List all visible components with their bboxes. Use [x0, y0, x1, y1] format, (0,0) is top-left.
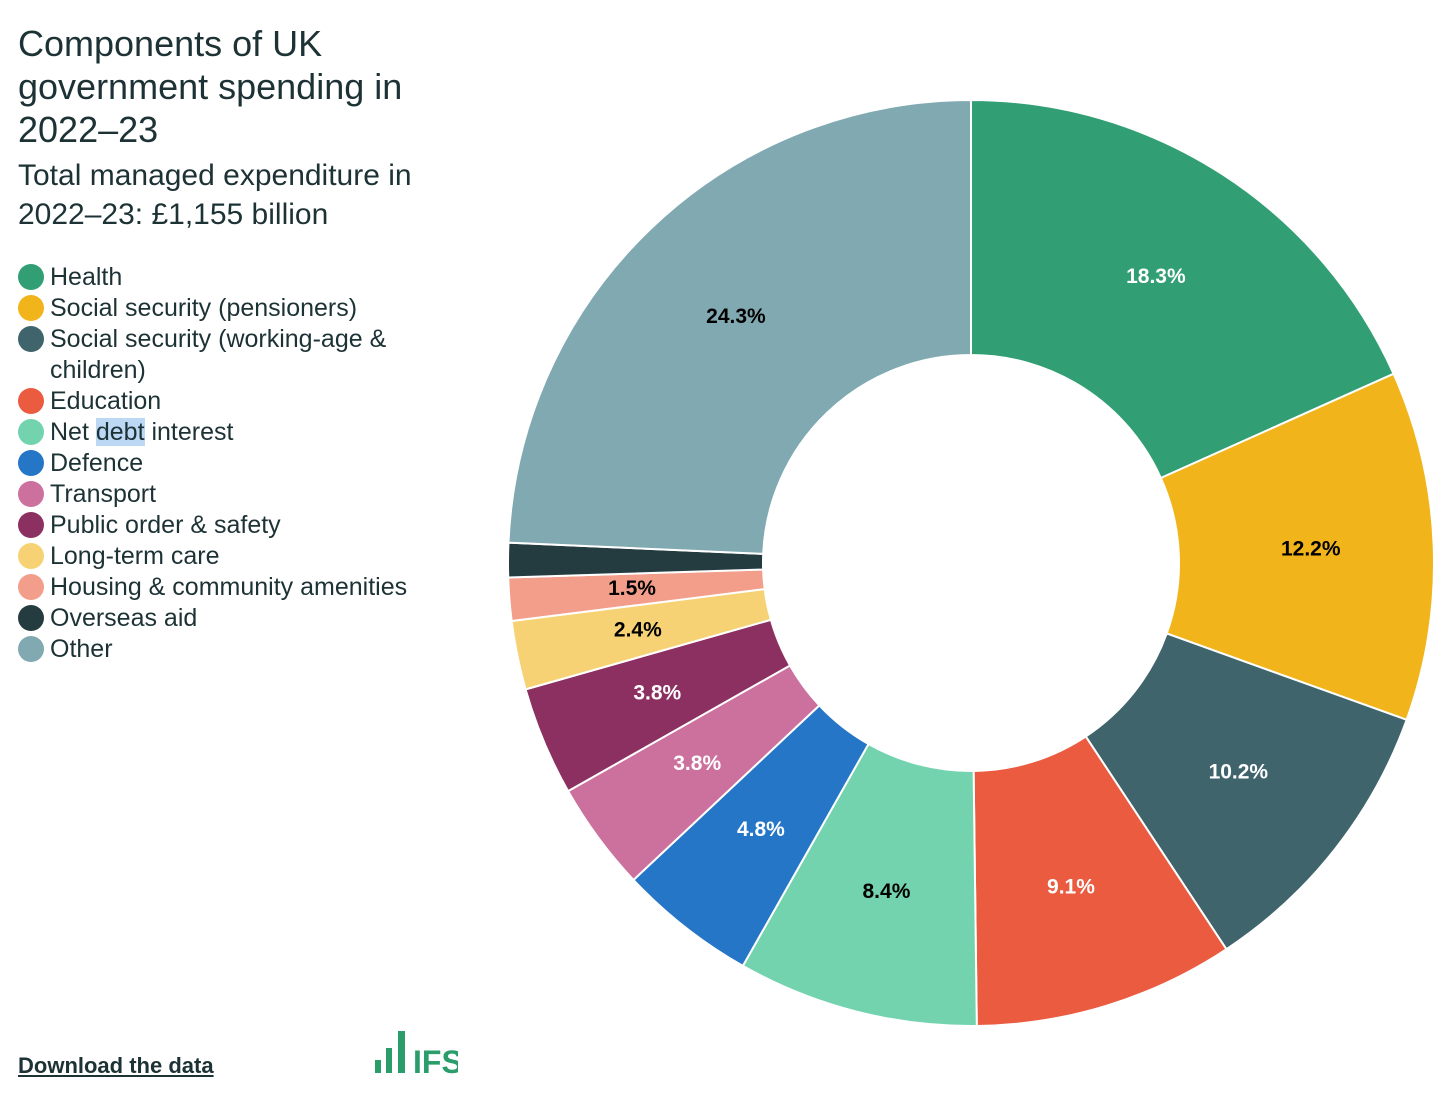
- legend-label: Defence: [50, 449, 144, 477]
- legend-swatch-icon: [18, 574, 44, 600]
- legend-item[interactable]: Net debt interest: [18, 417, 458, 448]
- legend-label: Health: [50, 263, 123, 291]
- slice-data-label: 12.2%: [1281, 538, 1341, 561]
- legend-swatch-icon: [18, 450, 44, 476]
- chart-subtitle: Total managed expenditure in 2022–23: £1…: [18, 159, 412, 231]
- legend-swatch-icon: [18, 388, 44, 414]
- download-data-link[interactable]: Download the data: [18, 1053, 214, 1078]
- legend-label: Overseas aid: [50, 604, 198, 632]
- legend-item[interactable]: Transport: [18, 479, 458, 510]
- legend-swatch-icon: [18, 543, 44, 569]
- legend-swatch-icon: [18, 512, 44, 538]
- legend-item[interactable]: Public order & safety: [18, 510, 458, 541]
- legend-swatch-icon: [18, 481, 44, 507]
- legend-swatch-icon: [18, 326, 44, 352]
- legend-swatch-icon: [18, 264, 44, 290]
- slice-education[interactable]: [972, 735, 1228, 1027]
- legend-label: Public order & safety: [50, 511, 281, 539]
- legend-item[interactable]: Social security (pensioners): [18, 293, 458, 324]
- legend-label: Education: [50, 387, 162, 415]
- legend-item[interactable]: Overseas aid: [18, 603, 458, 634]
- legend-item[interactable]: Education: [18, 386, 458, 417]
- legend-label: Long-term care: [50, 542, 220, 570]
- legend-swatch-icon: [18, 419, 44, 445]
- legend-label: Social security (pensioners): [50, 294, 358, 322]
- slice-data-label: 3.8%: [673, 752, 721, 775]
- legend-item[interactable]: Other: [18, 634, 458, 665]
- slice-data-label: 9.1%: [1047, 876, 1095, 899]
- slice-data-label: 3.8%: [633, 682, 681, 705]
- slice-data-label: 10.2%: [1209, 761, 1269, 784]
- legend-item[interactable]: Health: [18, 262, 458, 293]
- legend-item[interactable]: Long-term care: [18, 541, 458, 572]
- legend-item[interactable]: Social security (working-age & children): [18, 324, 458, 386]
- legend-label: Housing & community amenities: [50, 573, 408, 601]
- logo-text: IFS: [413, 1044, 458, 1074]
- legend-label: Social security (working-age & children): [50, 325, 387, 384]
- legend-item[interactable]: Housing & community amenities: [18, 572, 458, 603]
- ifs-logo: IFS: [374, 1028, 463, 1080]
- legend-label: Transport: [50, 480, 157, 508]
- slice-data-label: 1.5%: [608, 577, 656, 600]
- legend-swatch-icon: [18, 295, 44, 321]
- slice-data-label: 2.4%: [614, 618, 662, 641]
- slice-data-label: 8.4%: [863, 880, 911, 903]
- legend-label: Other: [50, 635, 113, 663]
- slice-social-security-working-age-children-[interactable]: [1084, 632, 1408, 951]
- legend-swatch-icon: [18, 605, 44, 631]
- slice-health[interactable]: [970, 98, 1395, 480]
- legend-item[interactable]: Defence: [18, 448, 458, 479]
- legend-swatch-icon: [18, 636, 44, 662]
- slice-data-label: 4.8%: [737, 818, 785, 841]
- legend-label: Net debt interest: [50, 418, 234, 446]
- slice-data-label: 18.3%: [1126, 265, 1186, 288]
- slice-other[interactable]: [507, 98, 972, 555]
- chart-title: Components of UK government spending in …: [18, 23, 403, 150]
- slice-data-label: 24.3%: [706, 305, 766, 328]
- slice-social-security-pensioners-[interactable]: [1159, 372, 1436, 722]
- legend: Health Social security (pensioners) Social…: [18, 262, 458, 665]
